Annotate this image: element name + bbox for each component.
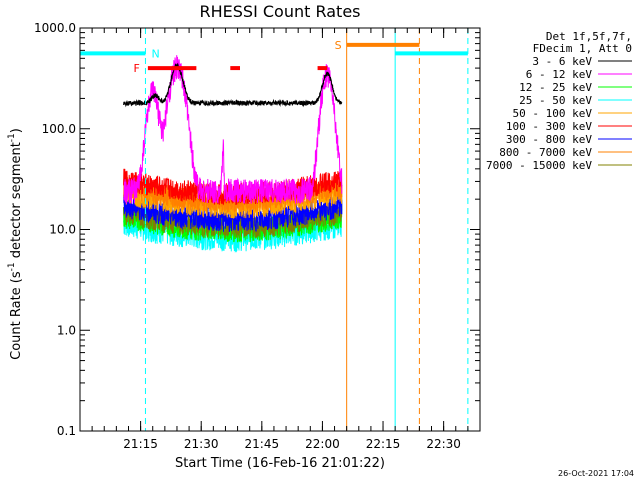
legend-item-label: 12 - 25 keV bbox=[519, 81, 592, 94]
legend-header-line1: Det 1f,5f,7f, bbox=[546, 30, 632, 43]
legend-item-label: 3 - 6 keV bbox=[532, 55, 592, 68]
y-tick-label: 1.0 bbox=[57, 323, 76, 337]
marker-label-F: F bbox=[133, 62, 139, 75]
y-tick-label: 0.1 bbox=[57, 424, 76, 438]
data-traces bbox=[123, 55, 343, 253]
timestamp: 26-Oct-2021 17:04 bbox=[558, 469, 634, 478]
x-tick-label: 22:15 bbox=[366, 437, 401, 451]
legend-item-label: 800 - 7000 keV bbox=[499, 146, 592, 159]
chart-title: RHESSI Count Rates bbox=[200, 2, 361, 21]
legend-item-label: 300 - 800 keV bbox=[506, 133, 592, 146]
x-tick-label: 21:45 bbox=[245, 437, 280, 451]
y-tick-label: 100.0 bbox=[42, 122, 76, 136]
x-tick-label: 21:15 bbox=[123, 437, 158, 451]
series-line-0 bbox=[123, 62, 343, 108]
y-tick-label: 10.0 bbox=[49, 223, 76, 237]
legend: Det 1f,5f,7f, FDecim 1, Att 0 3 - 6 keV6… bbox=[486, 30, 632, 172]
marker-label-S: S bbox=[335, 39, 342, 52]
y-tick-label: 1000.0 bbox=[34, 21, 76, 35]
y-axis-ticks: 0.1 1.0 10.0 100.0 1000.0 bbox=[34, 21, 480, 438]
x-tick-label: 22:00 bbox=[305, 437, 340, 451]
legend-item-label: 7000 - 15000 keV bbox=[486, 159, 592, 172]
x-axis-ticks: 21:15 21:30 21:45 22:00 22:15 22:30 bbox=[79, 28, 469, 451]
legend-item-label: 100 - 300 keV bbox=[506, 120, 592, 133]
series-line-1 bbox=[123, 55, 343, 204]
x-axis-label: Start Time (16-Feb-16 21:01:22) bbox=[175, 456, 385, 471]
legend-item-label: 25 - 50 keV bbox=[519, 94, 592, 107]
x-tick-label: 22:30 bbox=[426, 437, 461, 451]
x-tick-label: 21:30 bbox=[184, 437, 219, 451]
marker-label-N: N bbox=[151, 47, 159, 60]
y-axis-label: Count Rate (s-1 detector segment-1) bbox=[7, 128, 24, 360]
attenuator-markers: NF S bbox=[79, 28, 469, 431]
legend-item-label: 50 - 100 keV bbox=[513, 107, 593, 120]
legend-item-label: 6 - 12 keV bbox=[526, 68, 593, 81]
legend-header-line2: FDecim 1, Att 0 bbox=[533, 42, 632, 55]
